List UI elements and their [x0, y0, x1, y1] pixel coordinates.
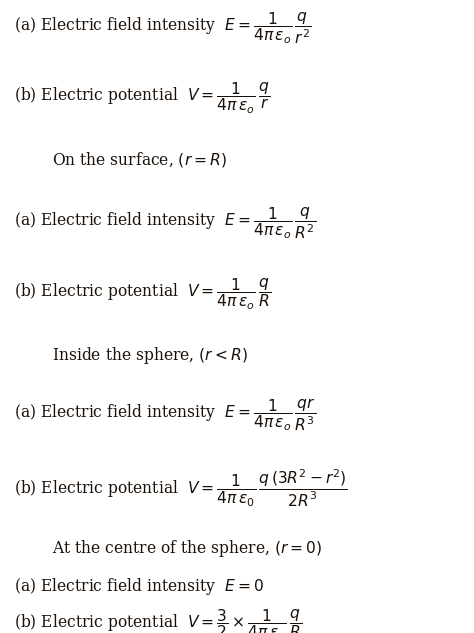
Text: (b) Electric potential  $V = \dfrac{1}{4\pi\,\varepsilon_0}\,\dfrac{q\,(3R^2 - r: (b) Electric potential $V = \dfrac{1}{4\…	[14, 468, 348, 510]
Text: (a) Electric field intensity  $E = \dfrac{1}{4\pi\,\varepsilon_o}\,\dfrac{q}{R^2: (a) Electric field intensity $E = \dfrac…	[14, 205, 316, 241]
Text: (b) Electric potential  $V = \dfrac{3}{2} \times \dfrac{1}{4\pi\,\varepsilon_o}\: (b) Electric potential $V = \dfrac{3}{2}…	[14, 607, 302, 633]
Text: On the surface, $(r = R)$: On the surface, $(r = R)$	[52, 150, 227, 169]
Text: (a) Electric field intensity  $E = \dfrac{1}{4\pi\,\varepsilon_o}\,\dfrac{qr}{R^: (a) Electric field intensity $E = \dfrac…	[14, 396, 316, 433]
Text: (a) Electric field intensity  $E = 0$: (a) Electric field intensity $E = 0$	[14, 576, 264, 598]
Text: (b) Electric potential  $V = \dfrac{1}{4\pi\,\varepsilon_o}\,\dfrac{q}{r}$: (b) Electric potential $V = \dfrac{1}{4\…	[14, 80, 271, 116]
Text: Inside the sphere, $(r < R)$: Inside the sphere, $(r < R)$	[52, 345, 248, 367]
Text: (a) Electric field intensity  $E = \dfrac{1}{4\pi\,\varepsilon_o}\,\dfrac{q}{r^2: (a) Electric field intensity $E = \dfrac…	[14, 11, 311, 46]
Text: (b) Electric potential  $V = \dfrac{1}{4\pi\,\varepsilon_o}\,\dfrac{q}{R}$: (b) Electric potential $V = \dfrac{1}{4\…	[14, 277, 272, 312]
Text: At the centre of the sphere, $(r = 0)$: At the centre of the sphere, $(r = 0)$	[52, 538, 322, 560]
